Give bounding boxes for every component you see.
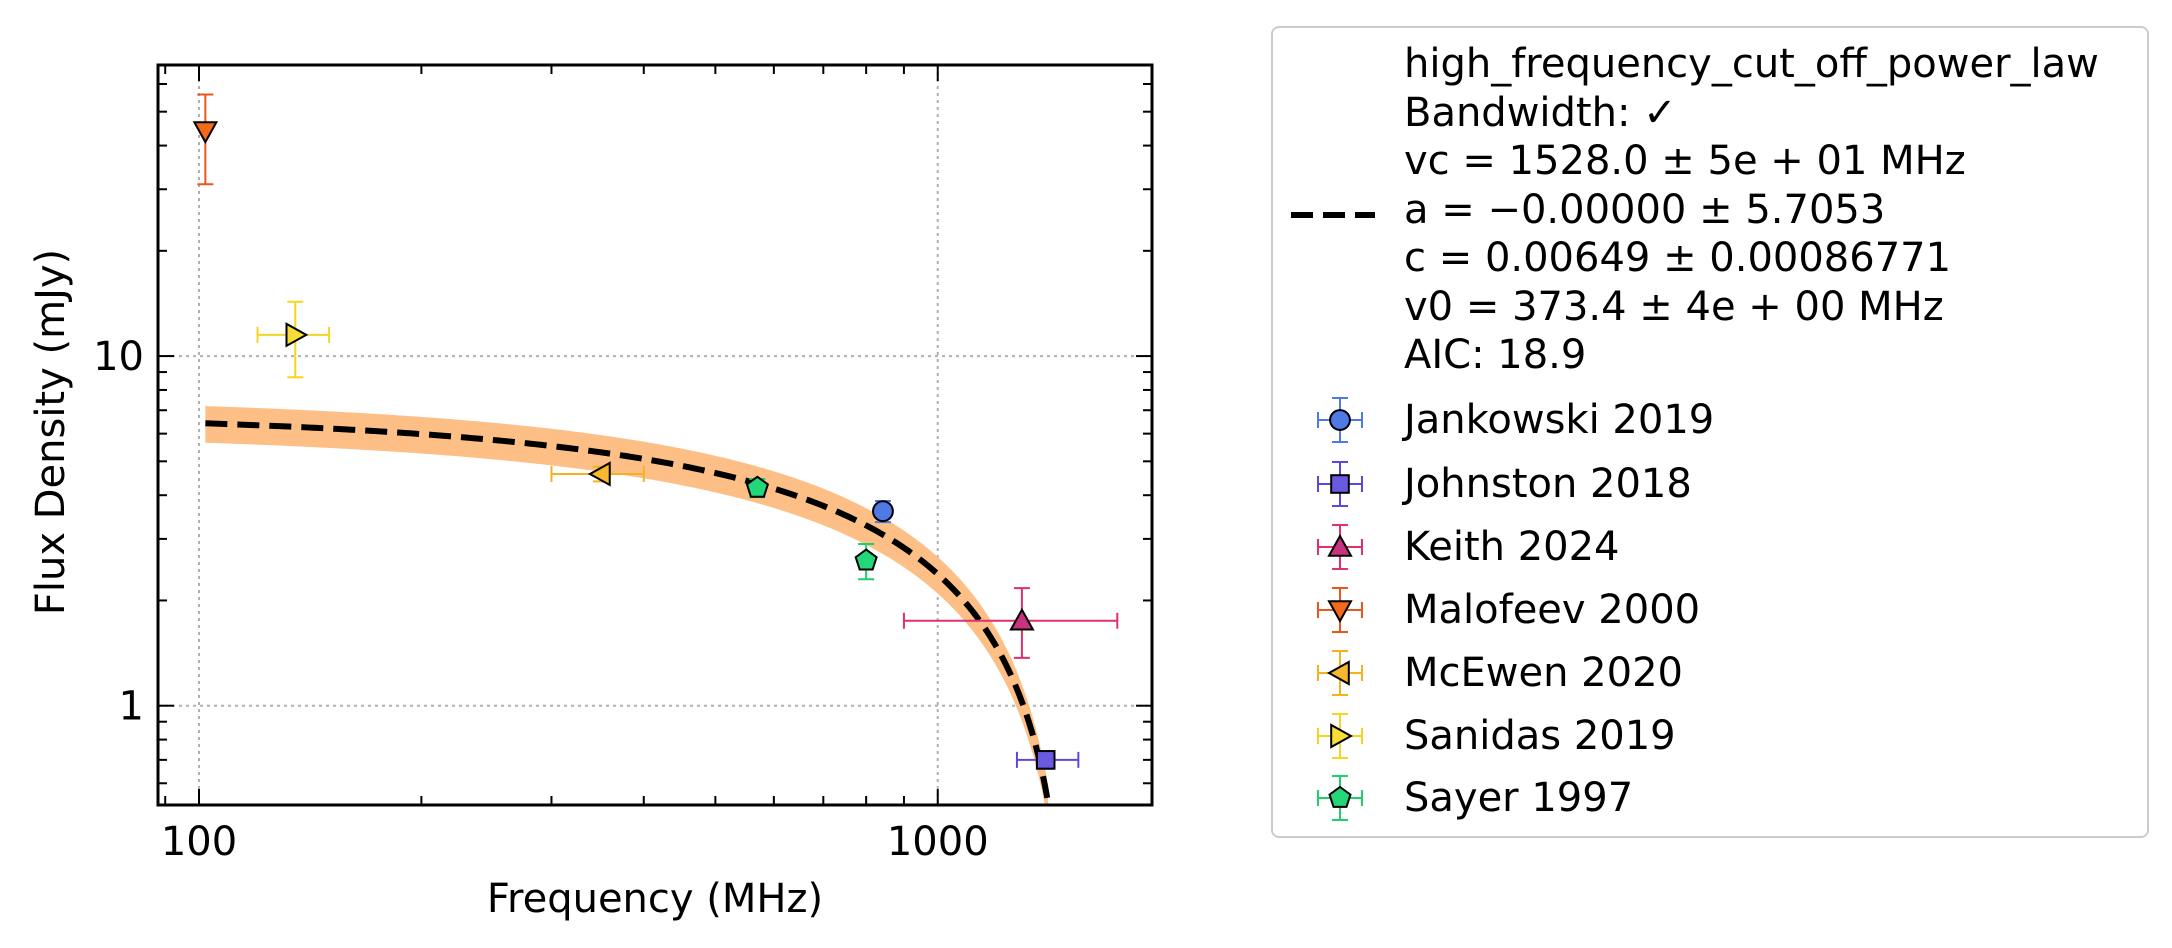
marker <box>854 548 878 571</box>
legend <box>1271 26 2149 838</box>
plot-frame <box>156 63 1154 807</box>
data-point-triangle-up <box>902 587 1119 659</box>
legend-item: McEwen 2020 <box>1280 643 2140 703</box>
legend-marker-pentagon <box>1317 775 1363 821</box>
marker <box>285 322 309 348</box>
legend-label: McEwen 2020 <box>1404 650 1683 696</box>
marker <box>1035 750 1056 770</box>
legend-label: Jankowski 2019 <box>1404 397 1715 443</box>
legend-marker-shape <box>1330 474 1350 494</box>
legend-marker-shape <box>1329 409 1351 431</box>
marker <box>872 500 894 523</box>
data-point-circle <box>872 500 894 524</box>
legend-label: Johnston 2018 <box>1404 461 1692 507</box>
legend-fit-line <box>1291 212 1375 218</box>
data-point-pentagon <box>745 475 770 499</box>
marker <box>587 461 611 487</box>
legend-marker-circle <box>1317 397 1363 443</box>
data-point-triangle-down <box>192 93 219 186</box>
legend-label: Keith 2024 <box>1404 524 1620 570</box>
legend-label: Malofeev 2000 <box>1404 587 1701 633</box>
fit-curve <box>205 420 1052 804</box>
legend-item: Keith 2024 <box>1280 517 2140 577</box>
axes: 100 1000 1 10 <box>93 63 1154 865</box>
data-point-pentagon <box>854 543 878 581</box>
legend-item: Johnston 2018 <box>1280 454 2140 514</box>
legend-label: Sayer 1997 <box>1404 775 1634 821</box>
legend-fit-line-2: Bandwidth: ✓ <box>1404 89 1677 136</box>
fit-uncertainty-band <box>205 406 1049 805</box>
legend-marker-triangle-up <box>1317 524 1363 570</box>
y-tick-label: 1 <box>119 684 144 730</box>
data-point-square <box>1015 750 1080 770</box>
legend-fit-line-1: high_frequency_cut_off_power_law <box>1404 41 2099 87</box>
legend-fit-line-7: AIC: 18.9 <box>1404 332 1587 378</box>
marker <box>745 475 770 498</box>
chart: 100 1000 1 10 Frequency (MHz) Flux Density … <box>28 63 1154 922</box>
legend-item: Sanidas 2019 <box>1280 706 2140 766</box>
legend-marker-square <box>1317 461 1363 507</box>
fit-band <box>205 406 1049 805</box>
legend-fit-line-4: a = −0.00000 ± 5.7053 <box>1404 186 1886 233</box>
grid-lines <box>158 65 1152 805</box>
legend-label: Sanidas 2019 <box>1404 713 1676 759</box>
legend-marker-triangle-down <box>1317 587 1363 633</box>
data-point-triangle-left <box>550 461 645 487</box>
legend-item: Sayer 1997 <box>1280 768 2140 828</box>
legend-fit-line-5: c = 0.00649 ± 0.00086771 <box>1404 235 1952 281</box>
y-axis-label: Flux Density (mJy) <box>28 249 74 615</box>
legend-marker-shape <box>1328 785 1352 808</box>
x-tick-label: 1000 <box>887 819 989 865</box>
legend-fit-label: high_frequency_cut_off_power_law Bandwid… <box>1404 40 2099 380</box>
legend-item: Jankowski 2019 <box>1280 390 2140 450</box>
legend-fit-line-6: v0 = 373.4 ± 4e + 00 MHz <box>1404 283 1944 330</box>
data-point-triangle-right <box>256 300 331 379</box>
legend-marker-shape <box>1327 600 1353 624</box>
legend-item: Malofeev 2000 <box>1280 580 2140 640</box>
x-axis-label: Frequency (MHz) <box>487 876 823 922</box>
data-points <box>192 93 1119 770</box>
x-tick-label: 100 <box>161 819 237 865</box>
fit-line <box>205 420 1052 804</box>
legend-fit-line-3: vc = 1528.0 ± 5e + 01 MHz <box>1404 138 1966 184</box>
legend-marker-shape <box>1327 533 1353 557</box>
marker <box>1009 607 1035 631</box>
legend-marker-triangle-right <box>1317 713 1363 759</box>
y-tick-label: 10 <box>93 334 144 380</box>
legend-marker-shape <box>1330 723 1354 749</box>
legend-marker-shape <box>1326 660 1350 686</box>
legend-marker-triangle-left <box>1317 650 1363 696</box>
marker <box>192 121 219 145</box>
